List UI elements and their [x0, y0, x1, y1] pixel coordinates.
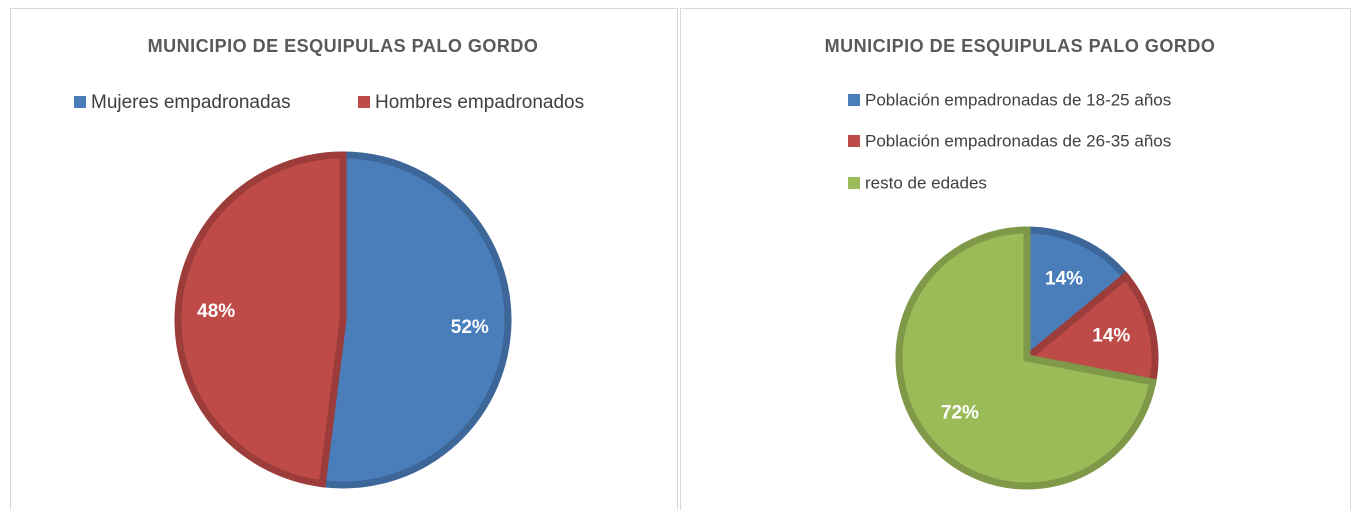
chart-title: MUNICIPIO DE ESQUIPULAS PALO GORDO: [148, 36, 539, 56]
legend-label: Población empadronadas de 26-35 años: [865, 131, 1171, 150]
value-label: 14%: [1092, 325, 1130, 346]
value-label: 48%: [197, 301, 235, 322]
legend-label: resto de edades: [865, 173, 987, 192]
legend-label: Mujeres empadronadas: [91, 92, 291, 113]
pie-slice: [174, 151, 347, 488]
pie-slice: [318, 151, 512, 489]
pie-slice: [895, 226, 1157, 490]
legend-swatch: [848, 94, 860, 106]
pie-slice: [1019, 271, 1159, 387]
pie-slice: [1023, 226, 1131, 366]
value-label: 52%: [451, 317, 489, 338]
legend-label: Población empadronadas de 18-25 años: [865, 90, 1171, 109]
legend-label: Hombres empadronados: [375, 92, 584, 113]
legend-swatch: [74, 96, 86, 108]
value-label: 14%: [1045, 268, 1083, 289]
legend-swatch: [848, 135, 860, 147]
value-label: 72%: [941, 402, 979, 423]
chart-title: MUNICIPIO DE ESQUIPULAS PALO GORDO: [825, 36, 1216, 56]
legend-swatch: [358, 96, 370, 108]
legend-swatch: [848, 177, 860, 189]
